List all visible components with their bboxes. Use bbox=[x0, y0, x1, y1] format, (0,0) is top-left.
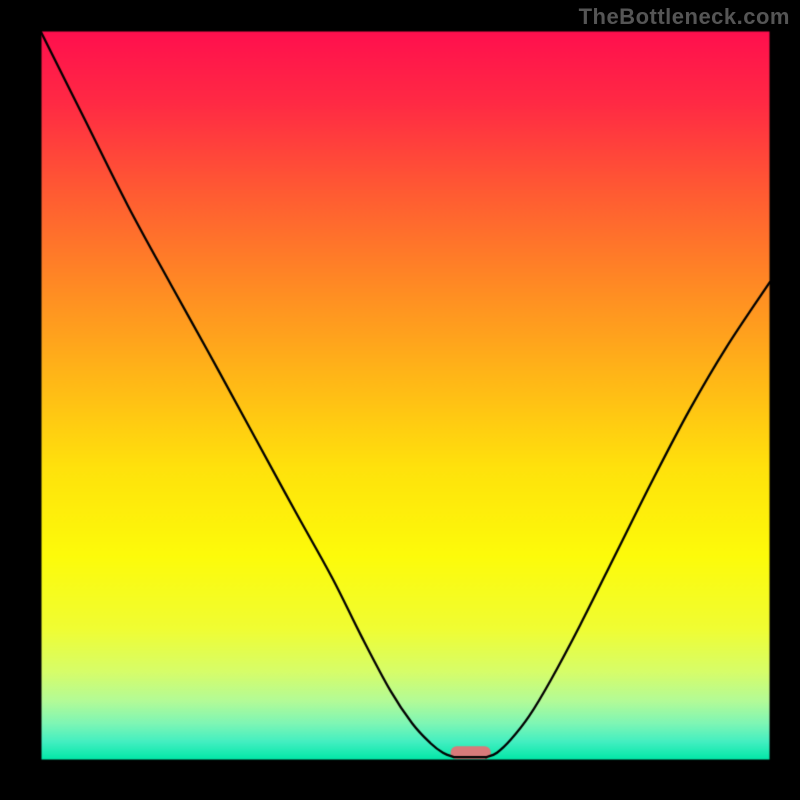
bottleneck-chart bbox=[0, 0, 800, 800]
watermark-text: TheBottleneck.com bbox=[579, 4, 790, 30]
